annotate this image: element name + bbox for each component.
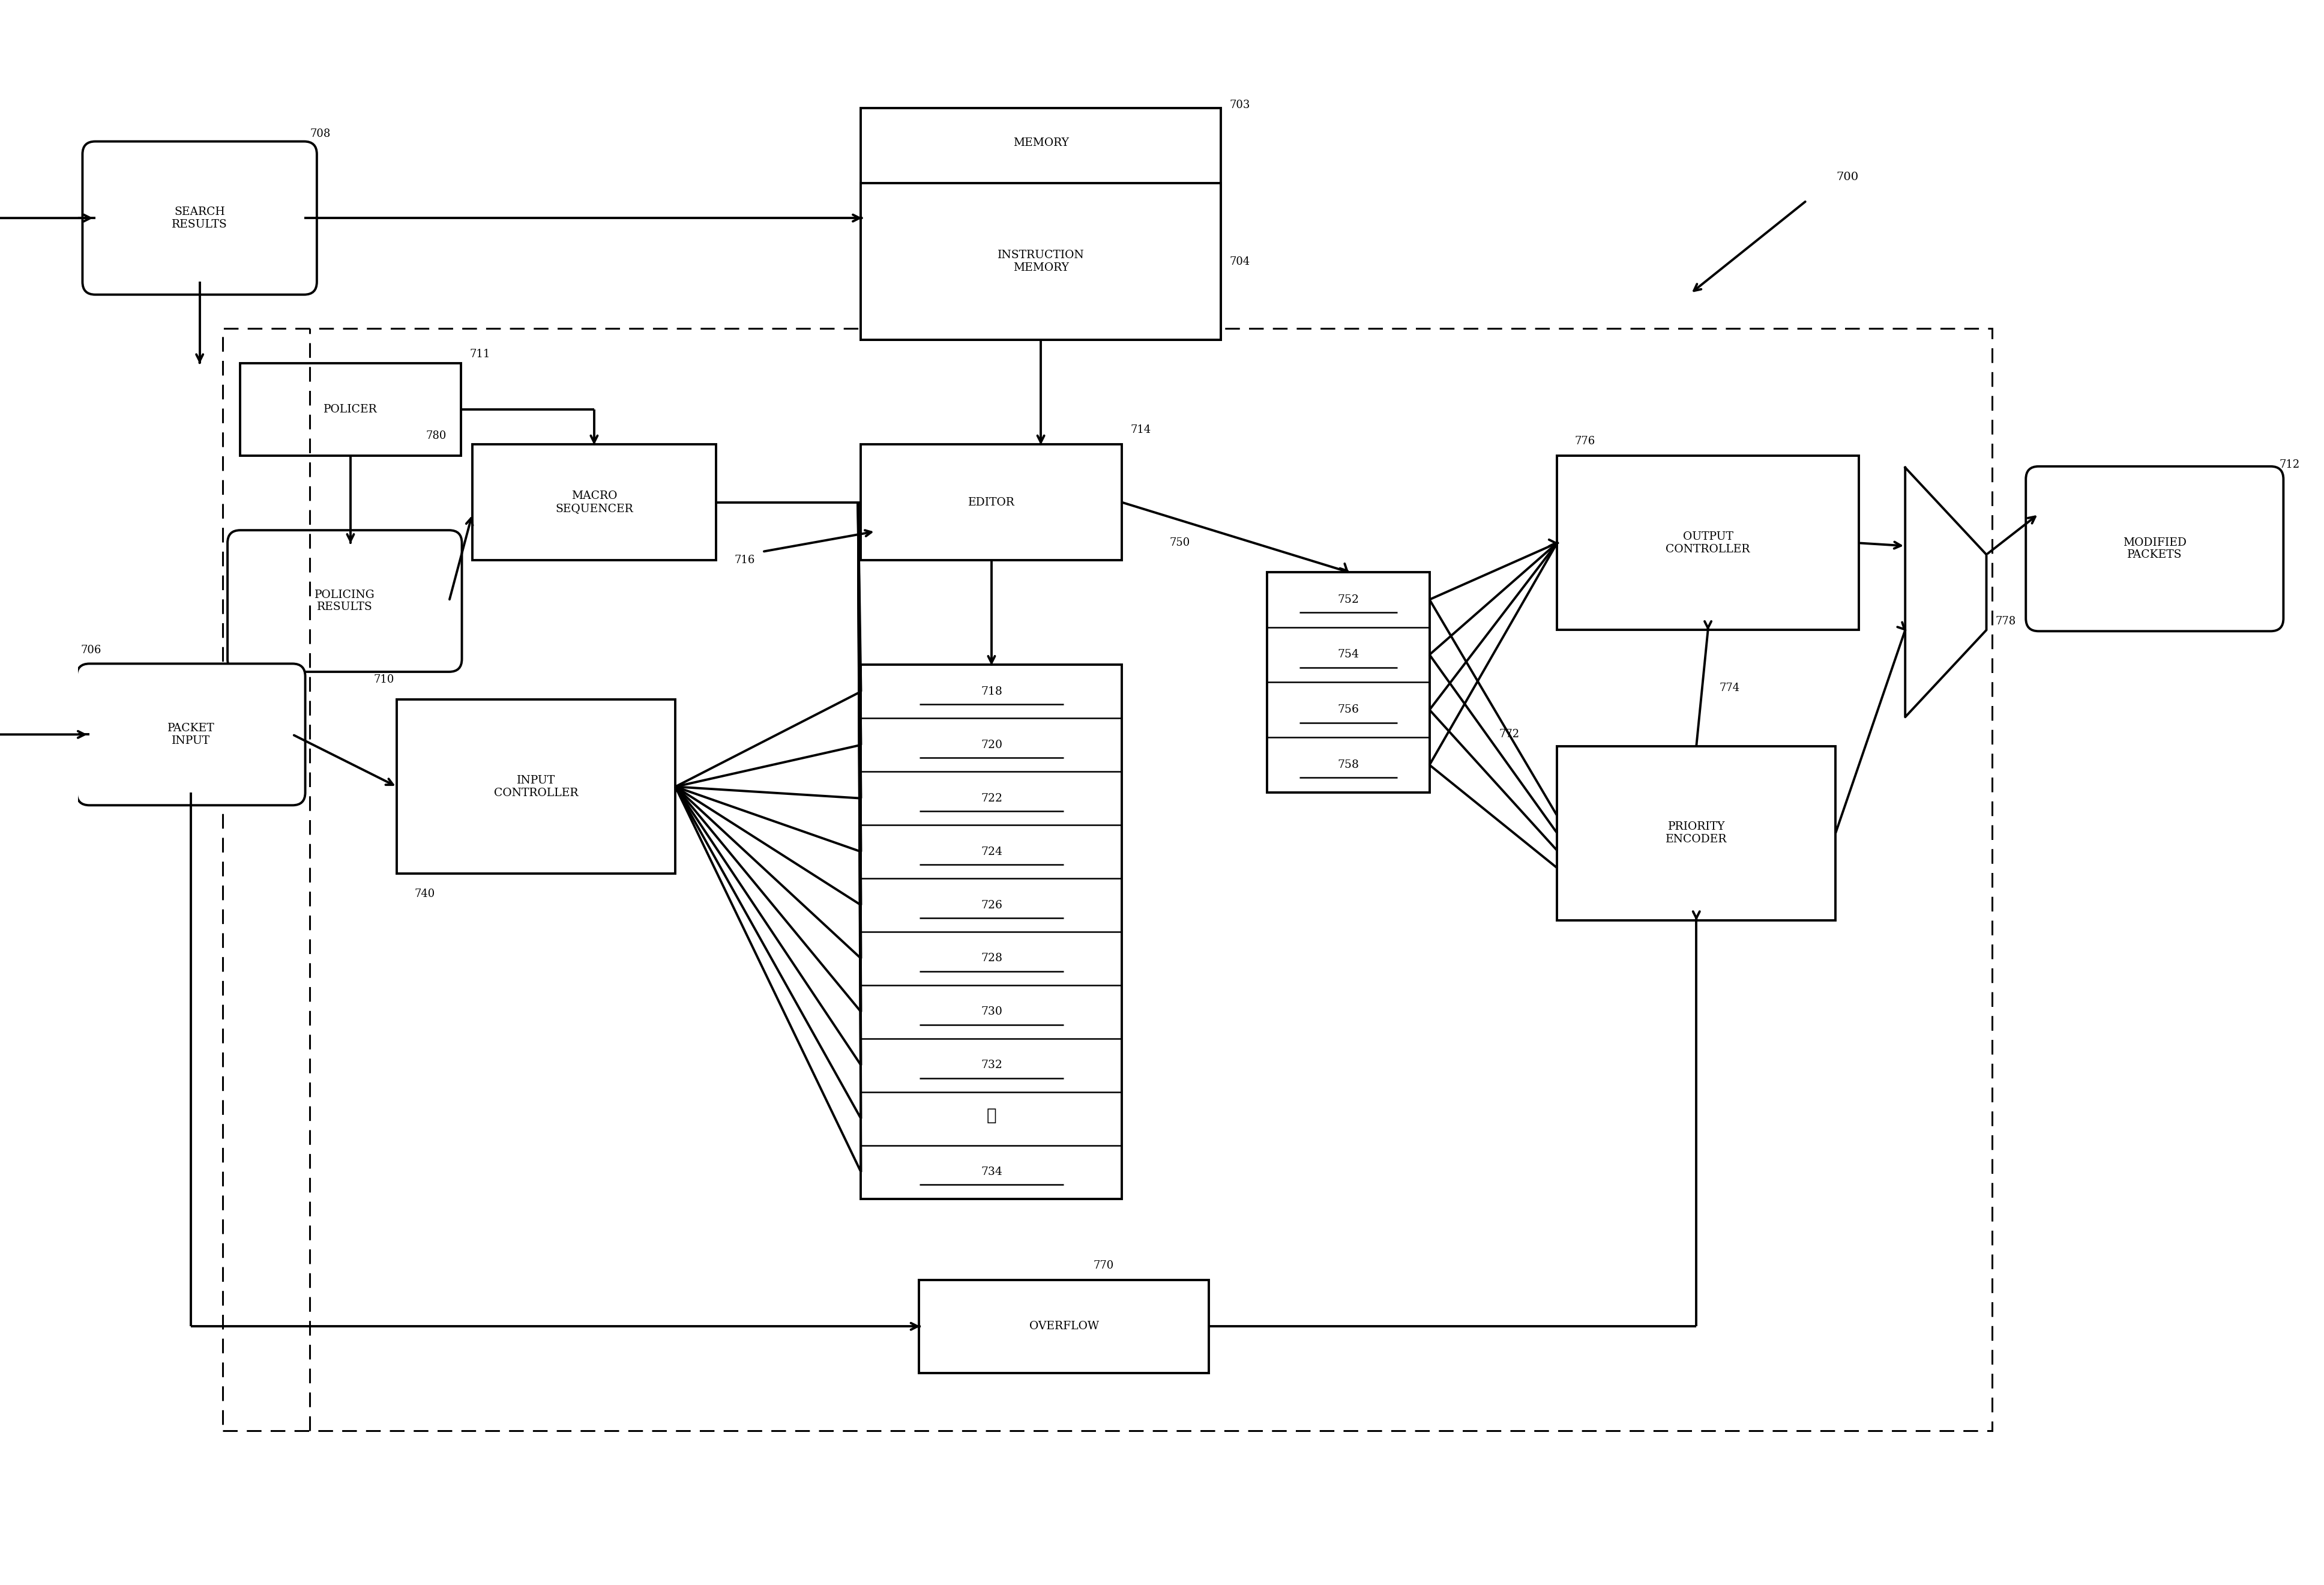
Text: 700: 700 xyxy=(1836,173,1857,182)
Text: 772: 772 xyxy=(1499,729,1520,740)
Text: 726: 726 xyxy=(981,900,1002,910)
Text: 778: 778 xyxy=(1994,617,2015,626)
Text: SEARCH
RESULTS: SEARCH RESULTS xyxy=(172,206,228,230)
Text: 756: 756 xyxy=(1336,704,1360,715)
Text: 722: 722 xyxy=(981,792,1002,804)
FancyBboxPatch shape xyxy=(2024,466,2282,631)
Text: 711: 711 xyxy=(469,349,490,360)
Bar xyxy=(1557,456,1859,629)
Text: 712: 712 xyxy=(2280,460,2298,471)
Text: INSTRUCTION
MEMORY: INSTRUCTION MEMORY xyxy=(997,250,1083,273)
Text: 774: 774 xyxy=(1720,683,1741,694)
Text: 718: 718 xyxy=(981,686,1002,697)
Text: 714: 714 xyxy=(1129,425,1150,436)
Bar xyxy=(860,664,1122,1198)
Text: INPUT
CONTROLLER: INPUT CONTROLLER xyxy=(493,775,579,799)
Bar xyxy=(1267,572,1429,792)
Text: 710: 710 xyxy=(374,674,395,685)
Text: 706: 706 xyxy=(81,645,102,656)
Text: 780: 780 xyxy=(425,430,446,441)
Bar xyxy=(918,1281,1208,1373)
Bar xyxy=(1557,747,1836,921)
Text: MACRO
SEQUENCER: MACRO SEQUENCER xyxy=(555,491,632,514)
Text: 724: 724 xyxy=(981,846,1002,857)
Text: 758: 758 xyxy=(1336,759,1360,770)
Text: 703: 703 xyxy=(1229,100,1250,111)
Bar xyxy=(397,699,676,873)
Text: 752: 752 xyxy=(1336,594,1360,605)
Text: 770: 770 xyxy=(1092,1260,1113,1271)
Text: 734: 734 xyxy=(981,1167,1002,1178)
Text: PACKET
INPUT: PACKET INPUT xyxy=(167,723,214,747)
Bar xyxy=(860,184,1220,339)
Text: 740: 740 xyxy=(414,889,435,899)
Text: 704: 704 xyxy=(1229,257,1250,266)
Text: OUTPUT
CONTROLLER: OUTPUT CONTROLLER xyxy=(1666,531,1750,555)
Text: MEMORY: MEMORY xyxy=(1013,138,1069,147)
Text: POLICER: POLICER xyxy=(323,404,376,415)
Text: 750: 750 xyxy=(1169,537,1190,548)
Text: MODIFIED
PACKETS: MODIFIED PACKETS xyxy=(2122,537,2187,561)
Text: 776: 776 xyxy=(1573,436,1594,447)
FancyBboxPatch shape xyxy=(77,664,304,805)
FancyBboxPatch shape xyxy=(228,531,462,672)
Bar xyxy=(223,328,1992,1431)
Bar xyxy=(860,444,1122,561)
FancyBboxPatch shape xyxy=(81,141,316,295)
Text: 716: 716 xyxy=(734,555,755,566)
Text: POLICING
RESULTS: POLICING RESULTS xyxy=(314,590,374,613)
Bar xyxy=(239,363,460,456)
Text: 730: 730 xyxy=(981,1006,1002,1018)
Bar xyxy=(860,108,1220,339)
Text: PRIORITY
ENCODER: PRIORITY ENCODER xyxy=(1666,821,1727,845)
Text: 728: 728 xyxy=(981,953,1002,964)
Text: EDITOR: EDITOR xyxy=(967,498,1016,507)
Text: 754: 754 xyxy=(1336,650,1360,659)
Text: OVERFLOW: OVERFLOW xyxy=(1030,1320,1099,1331)
Text: 732: 732 xyxy=(981,1060,1002,1070)
Text: ⋮: ⋮ xyxy=(985,1108,997,1124)
Polygon shape xyxy=(1906,468,1987,716)
Text: 708: 708 xyxy=(309,128,330,139)
Bar xyxy=(472,444,716,561)
Text: 720: 720 xyxy=(981,740,1002,750)
